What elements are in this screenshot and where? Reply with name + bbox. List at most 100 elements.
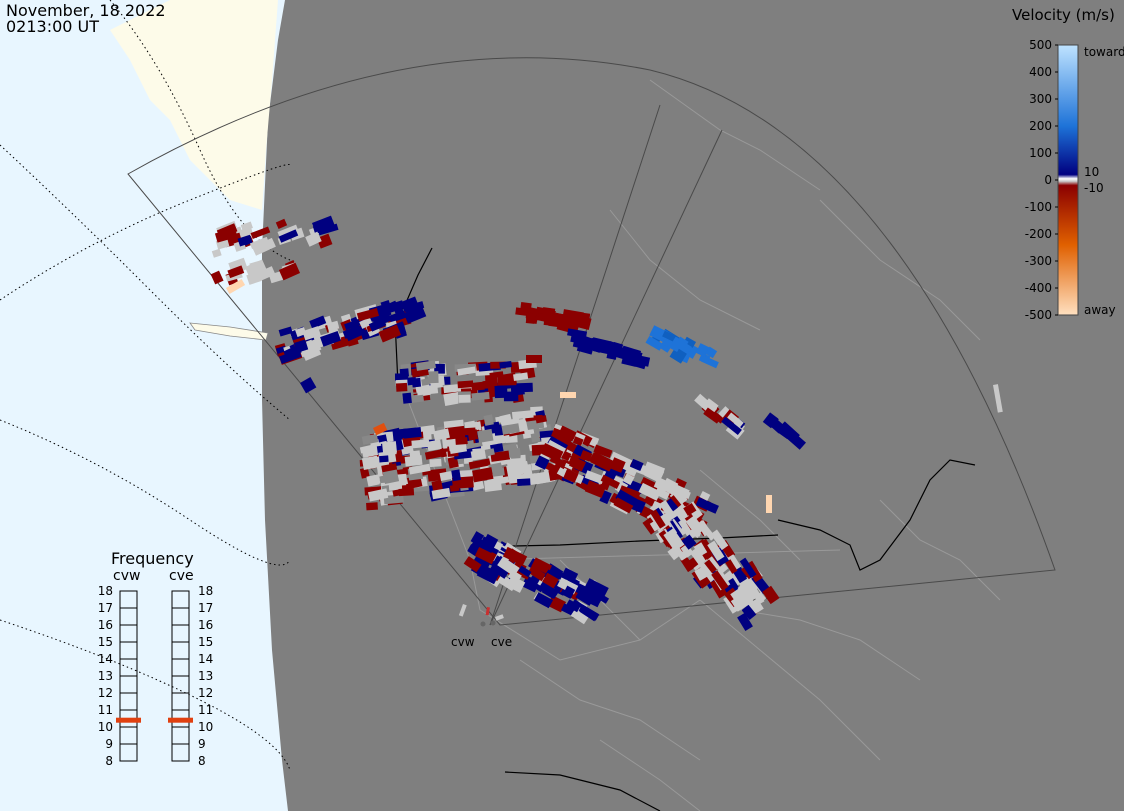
frequency-tick-left: 9: [105, 737, 113, 751]
backscatter-cell: [669, 488, 688, 507]
backscatter-cell: [499, 434, 511, 444]
frequency-marker-cve: [168, 717, 193, 723]
frequency-cell: [119, 624, 138, 643]
backscatter-cell: [443, 391, 461, 406]
alaska-land: [110, 0, 278, 210]
backscatter-cell: [309, 315, 327, 329]
backscatter-cell: [721, 416, 742, 435]
frequency-cell: [171, 641, 190, 660]
backscatter-cell: [506, 575, 526, 593]
backscatter-cell: [584, 480, 606, 498]
backscatter-cell: [278, 229, 299, 243]
backscatter-cell: [542, 572, 559, 589]
backscatter-cell: [678, 518, 695, 541]
backscatter-cell: [521, 575, 540, 593]
radar-label-cvw: cvw: [451, 635, 475, 649]
backscatter-cell: [326, 320, 340, 332]
backscatter-cell: [511, 410, 534, 420]
backscatter-cell: [400, 296, 419, 312]
legend-tick-label: -200: [1025, 227, 1052, 241]
legend-tick-label: 500: [1029, 38, 1052, 52]
backscatter-cell: [593, 444, 613, 458]
legend-gradient-bar: [1057, 44, 1079, 316]
backscatter-cell: [489, 560, 511, 579]
backscatter-cell: [730, 587, 751, 610]
frequency-panel: Frequency cvw cve 18 18 17 17 16 16 15 15 14 14 13…: [80, 548, 240, 778]
backscatter-cell: [471, 391, 490, 401]
backscatter-cell: [214, 227, 238, 243]
frequency-tick-left: 8: [105, 754, 113, 768]
backscatter-cell: [693, 542, 708, 557]
backscatter-cell: [584, 582, 600, 596]
backscatter-cell: [517, 478, 531, 487]
backscatter-cell: [249, 260, 264, 274]
backscatter-cell: [361, 455, 379, 471]
frequency-cell: [119, 743, 138, 762]
frequency-cell: [171, 726, 190, 745]
backscatter-cell: [382, 300, 399, 314]
frequency-cell: [171, 624, 190, 643]
frequency-tick-left: 12: [98, 686, 113, 700]
backscatter-cell: [527, 565, 547, 582]
backscatter-cell: [703, 407, 722, 424]
frequency-cell: [171, 590, 190, 609]
backscatter-cell: [535, 415, 547, 424]
backscatter-cell: [497, 556, 520, 577]
frequency-title: Frequency: [111, 549, 194, 568]
backscatter-cell: [468, 458, 491, 470]
frequency-cell: [119, 607, 138, 626]
backscatter-cell: [689, 546, 708, 566]
backscatter-cell: [382, 441, 398, 454]
legend-tick-label: 300: [1029, 92, 1052, 106]
backscatter-cell: [395, 382, 408, 392]
legend-tick-label: 0: [1044, 173, 1052, 187]
backscatter-cell: [565, 599, 581, 613]
frequency-tick-right: 18: [198, 584, 213, 598]
backscatter-cell: [513, 372, 529, 381]
backscatter-cell: [992, 384, 1003, 413]
backscatter-cell: [615, 489, 638, 508]
frequency-tick-left: 18: [98, 584, 113, 598]
backscatter-cell: [478, 536, 497, 554]
legend-tick-label: -100: [1025, 200, 1052, 214]
backscatter-cell: [366, 502, 378, 511]
backscatter-cell: [563, 468, 579, 483]
backscatter-cell: [494, 387, 508, 399]
legend-tick-label: -300: [1025, 254, 1052, 268]
frequency-radar-left: cvw: [113, 568, 141, 584]
backscatter-cell: [569, 456, 587, 472]
frequency-tick-right: 8: [198, 754, 206, 768]
backscatter-cell: [671, 336, 692, 354]
backscatter-cell: [711, 570, 729, 591]
backscatter-cell: [463, 556, 482, 573]
frequency-cell: [119, 658, 138, 677]
backscatter-cell: [638, 482, 662, 501]
legend-tick-label: 100: [1029, 146, 1052, 160]
radar-site-cvw: [480, 621, 486, 627]
backscatter-cell: [520, 302, 532, 313]
backscatter-cell: [534, 455, 550, 470]
backscatter-cell: [653, 476, 670, 492]
backscatter-cell: [501, 423, 520, 435]
backscatter-cell: [305, 231, 322, 247]
frequency-tick-right: 14: [198, 652, 213, 666]
backscatter-cell: [526, 355, 542, 363]
backscatter-cell: [723, 595, 739, 614]
backscatter-cell: [439, 471, 452, 482]
backscatter-cell: [727, 412, 744, 428]
legend-title: Velocity (m/s): [1012, 6, 1115, 24]
backscatter-cell: [497, 374, 517, 386]
backscatter-cell: [367, 488, 389, 502]
backscatter-cell: [560, 392, 576, 398]
backscatter-cell: [739, 557, 757, 579]
backscatter-cell: [669, 346, 687, 364]
velocity-legend: Velocity (m/s) 500 400 300 200 100 0 -100 -200 -…: [1000, 0, 1124, 330]
frequency-tick-right: 10: [198, 720, 213, 734]
backscatter-cell: [704, 559, 717, 574]
backscatter-cell: [549, 313, 573, 330]
backscatter-cell: [379, 455, 389, 463]
backscatter-cell: [483, 414, 494, 426]
backscatter-cell: [766, 495, 772, 513]
backscatter-cell: [538, 581, 560, 599]
backscatter-cell: [443, 383, 462, 394]
